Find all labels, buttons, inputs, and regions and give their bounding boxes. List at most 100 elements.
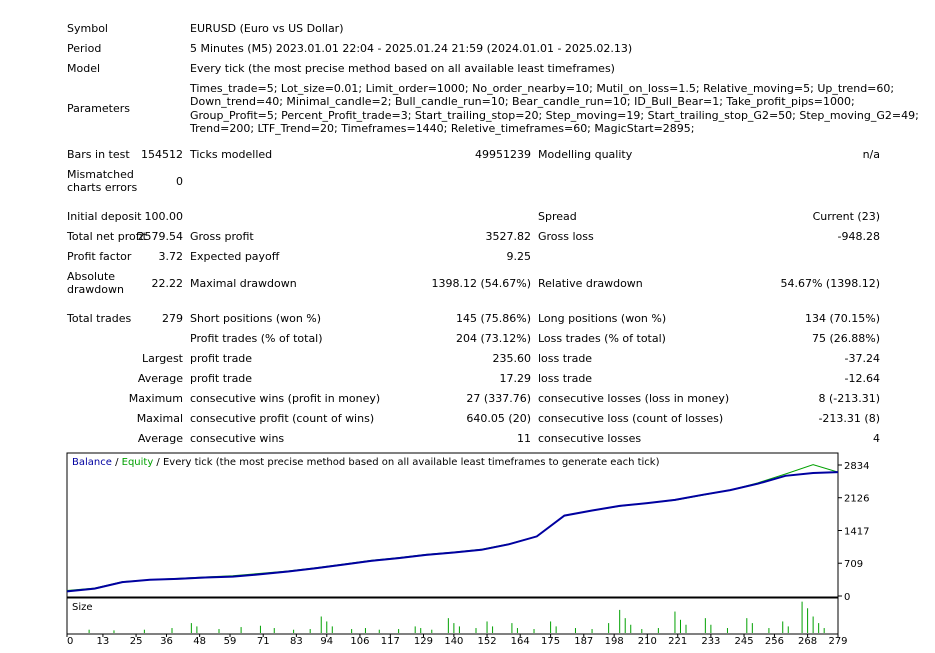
maximal-drawdown-label: Maximal drawdown <box>190 277 297 290</box>
mismatch-value: 0 <box>176 175 183 188</box>
avg-consecutive-losses-value: 4 <box>873 432 880 445</box>
max-consecutive-wins-label: consecutive wins (profit in money) <box>190 392 381 405</box>
bars-label: Bars in test <box>67 148 130 161</box>
x-tick-label: 268 <box>798 636 817 647</box>
largest-loss-label: loss trade <box>538 352 593 365</box>
balance-line <box>66 471 839 593</box>
short-positions-value: 145 (75.86%) <box>455 312 531 325</box>
x-tick-label: 83 <box>290 636 303 647</box>
average-loss-value: -12.64 <box>844 372 880 385</box>
legend-sep-2: / <box>153 457 163 468</box>
net-profit-value: 2579.54 <box>137 230 184 243</box>
y-tick-label: 0 <box>844 592 850 603</box>
x-tick-label: 187 <box>574 636 593 647</box>
x-tick-label: 94 <box>320 636 333 647</box>
ticks-value: 49951239 <box>475 148 531 161</box>
x-tick-label: 233 <box>701 636 720 647</box>
long-positions-value: 134 (70.15%) <box>804 312 880 325</box>
gross-loss-value: -948.28 <box>837 230 880 243</box>
y-tick-label: 1417 <box>844 527 869 538</box>
x-tick-label: 221 <box>668 636 687 647</box>
absolute-drawdown-label-line1: Absolute <box>67 270 116 283</box>
average-consecutive-label: Average <box>137 432 183 445</box>
gross-profit-value: 3527.82 <box>485 230 532 243</box>
x-tick-label: 245 <box>734 636 753 647</box>
model-label: Model <box>67 62 101 75</box>
max-consecutive-wins-value: 27 (337.76) <box>466 392 531 405</box>
x-tick-label: 140 <box>444 636 463 647</box>
largest-loss-value: -37.24 <box>844 352 880 365</box>
maximal-consecutive-profit-value: 640.05 (20) <box>466 412 531 425</box>
symbol-value: EURUSD (Euro vs US Dollar) <box>190 22 344 35</box>
short-positions-label: Short positions (won %) <box>190 312 322 325</box>
parameters-value: Times_trade=5; Lot_size=0.01; Limit_orde… <box>190 82 919 135</box>
expected-payoff-value: 9.25 <box>506 250 532 263</box>
ticks-label: Ticks modelled <box>190 148 273 161</box>
period-label: Period <box>67 42 102 55</box>
x-tick-label: 117 <box>381 636 400 647</box>
bars-value: 154512 <box>141 148 183 161</box>
maximal-label: Maximal <box>136 412 183 425</box>
x-tick-label: 13 <box>97 636 110 647</box>
loss-trades-label: Loss trades (% of total) <box>538 332 666 345</box>
x-tick-label: 0 <box>67 636 73 647</box>
chart-legend: Balance / Equity / Every tick (the most … <box>72 457 660 468</box>
x-tick-label: 164 <box>511 636 530 647</box>
deposit-value: 100.00 <box>144 210 184 223</box>
parameters-label: Parameters <box>67 102 130 115</box>
x-tick-label: 59 <box>224 636 237 647</box>
average-label: Average <box>137 372 183 385</box>
model-value: Every tick (the most precise method base… <box>190 62 615 75</box>
profit-trades-label: Profit trades (% of total) <box>190 332 323 345</box>
x-tick-label: 25 <box>130 636 143 647</box>
net-profit-label: Total net profit <box>67 230 147 243</box>
x-tick-label: 36 <box>160 636 173 647</box>
avg-consecutive-wins-value: 11 <box>517 432 531 445</box>
y-tick-label: 2126 <box>844 494 869 505</box>
average-profit-value: 17.29 <box>499 372 532 385</box>
legend-description: Every tick (the most precise method base… <box>163 457 660 468</box>
main-plot-frame <box>66 452 839 598</box>
gross-loss-label: Gross loss <box>538 230 594 243</box>
max-consecutive-losses-value: 8 (-213.31) <box>818 392 880 405</box>
average-loss-label: loss trade <box>538 372 593 385</box>
spread-value: Current (23) <box>812 210 880 223</box>
absolute-drawdown-value: 22.22 <box>151 277 184 290</box>
legend-sep-1: / <box>112 457 122 468</box>
quality-label: Modelling quality <box>538 148 633 161</box>
y-tick-label: 2834 <box>844 461 869 472</box>
x-tick-label: 256 <box>765 636 784 647</box>
x-tick-label: 48 <box>193 636 206 647</box>
legend-equity: Equity <box>122 457 154 468</box>
gross-profit-label: Gross profit <box>190 230 254 243</box>
maximal-consecutive-loss-label: consecutive loss (count of losses) <box>538 412 724 425</box>
largest-profit-label: profit trade <box>190 352 253 365</box>
profit-factor-label: Profit factor <box>67 250 132 263</box>
quality-value: n/a <box>862 148 880 161</box>
relative-drawdown-value: 54.67% (1398.12) <box>780 277 880 290</box>
long-positions-label: Long positions (won %) <box>538 312 667 325</box>
mismatch-label-line2: charts errors <box>67 181 138 194</box>
absolute-drawdown-label-line2: drawdown <box>67 283 124 296</box>
period-value: 5 Minutes (M5) 2023.01.01 22:04 - 2025.0… <box>190 42 633 55</box>
maximal-drawdown-value: 1398.12 (54.67%) <box>431 277 531 290</box>
loss-trades-value: 75 (26.88%) <box>811 332 880 345</box>
x-tick-label: 152 <box>477 636 496 647</box>
mismatch-label-line1: Mismatched <box>67 168 134 181</box>
x-tick-label: 175 <box>541 636 560 647</box>
y-tick-label: 709 <box>844 559 863 570</box>
relative-drawdown-label: Relative drawdown <box>538 277 643 290</box>
size-plot-frame <box>66 597 839 635</box>
average-profit-label: profit trade <box>190 372 253 385</box>
deposit-label: Initial deposit <box>67 210 142 223</box>
total-trades-label: Total trades <box>67 312 132 325</box>
profit-trades-value: 204 (73.12%) <box>455 332 531 345</box>
x-tick-label: 198 <box>605 636 624 647</box>
symbol-label: Symbol <box>67 22 108 35</box>
max-consecutive-losses-label: consecutive losses (loss in money) <box>538 392 730 405</box>
expected-payoff-label: Expected payoff <box>190 250 280 263</box>
x-tick-label: 279 <box>828 636 847 647</box>
maximal-consecutive-loss-value: -213.31 (8) <box>818 412 880 425</box>
maximal-consecutive-profit-label: consecutive profit (count of wins) <box>190 412 375 425</box>
